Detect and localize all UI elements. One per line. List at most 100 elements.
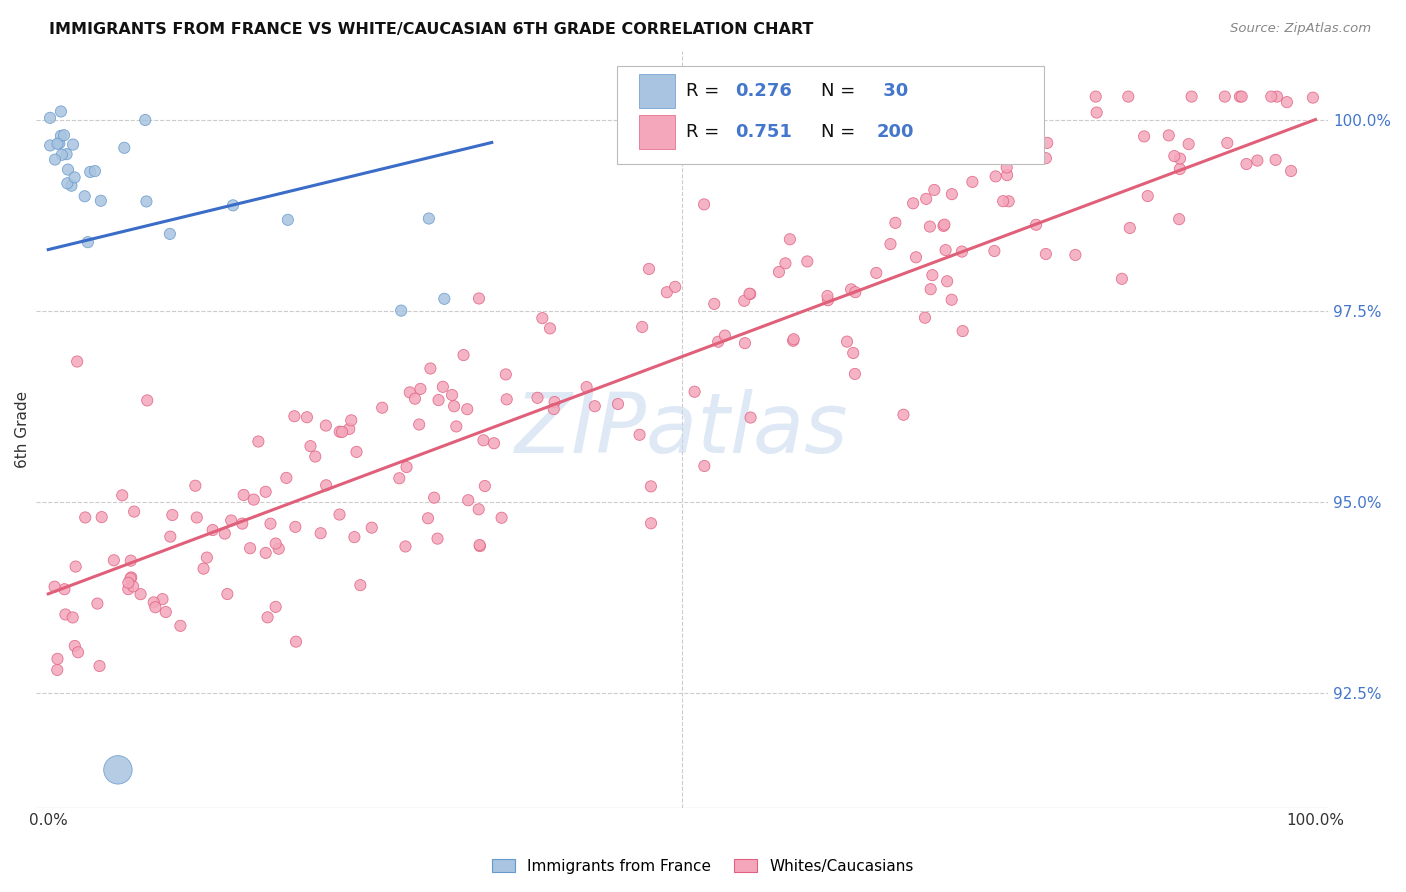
Point: [419, 361, 441, 376]
Point: [1064, 248, 1087, 262]
Point: [995, 168, 1018, 182]
Point: [90, 194, 112, 208]
Point: [120, 572, 142, 586]
Point: [893, 408, 915, 422]
Point: [49, 104, 72, 119]
Point: [371, 401, 394, 415]
Point: [543, 395, 565, 409]
Point: [53, 582, 76, 597]
Point: [62, 610, 84, 624]
Point: [51, 148, 73, 162]
Point: [328, 508, 350, 522]
Point: [135, 194, 157, 209]
Point: [1168, 161, 1191, 176]
Point: [1279, 164, 1302, 178]
Point: [693, 458, 716, 473]
Point: [111, 488, 134, 502]
Text: N =: N =: [821, 82, 862, 100]
Point: [214, 526, 236, 541]
Point: [329, 425, 352, 439]
Point: [904, 250, 927, 264]
Point: [254, 546, 277, 560]
Point: [219, 513, 242, 527]
Point: [932, 219, 955, 233]
Point: [186, 510, 208, 524]
Point: [152, 592, 174, 607]
Point: [404, 392, 426, 406]
Point: [184, 479, 207, 493]
Point: [472, 434, 495, 448]
Point: [796, 254, 818, 268]
Point: [56, 162, 79, 177]
Point: [482, 436, 505, 450]
Point: [884, 216, 907, 230]
Point: [491, 510, 513, 524]
Point: [1246, 153, 1268, 168]
Point: [1025, 218, 1047, 232]
Point: [44, 580, 66, 594]
Point: [441, 388, 464, 402]
Point: [453, 348, 475, 362]
Point: [738, 286, 761, 301]
Text: R =: R =: [686, 123, 724, 141]
Point: [117, 582, 139, 596]
FancyBboxPatch shape: [617, 66, 1043, 164]
Text: 30: 30: [877, 82, 908, 100]
Point: [1035, 247, 1057, 261]
Point: [941, 187, 963, 202]
Point: [707, 334, 730, 349]
Point: [432, 380, 454, 394]
Text: Source: ZipAtlas.com: Source: ZipAtlas.com: [1230, 22, 1371, 36]
Point: [90, 510, 112, 524]
Point: [134, 113, 156, 128]
Point: [193, 562, 215, 576]
Point: [107, 763, 129, 777]
Point: [1136, 189, 1159, 203]
Point: [714, 328, 737, 343]
Point: [394, 540, 416, 554]
Point: [1229, 89, 1251, 103]
Point: [1264, 153, 1286, 167]
Point: [46, 136, 69, 151]
Point: [901, 196, 924, 211]
Text: 0.751: 0.751: [735, 123, 792, 141]
Point: [1157, 128, 1180, 143]
Point: [346, 445, 368, 459]
Text: R =: R =: [686, 82, 724, 100]
Point: [467, 502, 489, 516]
Point: [844, 367, 866, 381]
Point: [340, 413, 363, 427]
Point: [349, 578, 371, 592]
Point: [543, 402, 565, 417]
Point: [169, 619, 191, 633]
Point: [423, 491, 446, 505]
Point: [309, 526, 332, 541]
Point: [247, 434, 270, 449]
Point: [217, 587, 239, 601]
Point: [734, 336, 756, 351]
Point: [835, 334, 858, 349]
Legend: Immigrants from France, Whites/Caucasians: Immigrants from France, Whites/Caucasian…: [486, 853, 920, 880]
Point: [62, 137, 84, 152]
Point: [39, 111, 62, 125]
Point: [995, 161, 1018, 175]
Point: [583, 399, 606, 413]
Point: [783, 332, 806, 346]
Point: [155, 605, 177, 619]
Point: [842, 346, 865, 360]
Point: [941, 293, 963, 307]
Point: [1133, 129, 1156, 144]
Point: [733, 293, 755, 308]
Point: [426, 532, 449, 546]
Point: [991, 194, 1014, 209]
Point: [65, 559, 87, 574]
Point: [264, 599, 287, 614]
Point: [129, 587, 152, 601]
Point: [222, 198, 245, 212]
Point: [122, 579, 145, 593]
Point: [921, 268, 943, 282]
Point: [284, 520, 307, 534]
Point: [468, 292, 491, 306]
Point: [254, 484, 277, 499]
Point: [231, 516, 253, 531]
